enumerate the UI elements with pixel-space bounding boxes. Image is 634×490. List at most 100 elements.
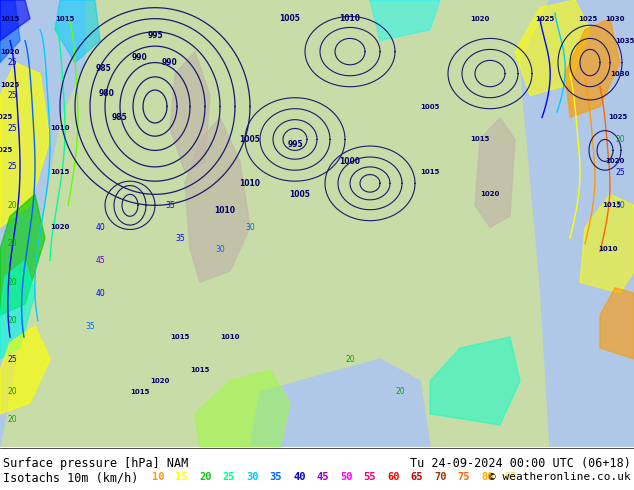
Text: 35: 35 — [175, 234, 185, 243]
Text: 30: 30 — [215, 245, 225, 254]
Text: 1020: 1020 — [605, 158, 624, 165]
Polygon shape — [370, 0, 440, 41]
Polygon shape — [0, 0, 30, 41]
Text: 1010: 1010 — [214, 206, 235, 215]
Text: 1005: 1005 — [240, 135, 261, 144]
Polygon shape — [0, 0, 85, 447]
Text: 25: 25 — [615, 168, 625, 177]
Text: Tu 24-09-2024 00:00 UTC (06+18): Tu 24-09-2024 00:00 UTC (06+18) — [410, 457, 631, 470]
Text: 985: 985 — [112, 113, 128, 122]
Text: 1015: 1015 — [0, 16, 20, 22]
Text: 985: 985 — [95, 64, 111, 73]
Text: 25: 25 — [223, 472, 235, 482]
Text: 1020: 1020 — [150, 378, 170, 384]
Text: 1020: 1020 — [0, 49, 20, 54]
Polygon shape — [170, 51, 210, 172]
Text: 1020: 1020 — [50, 224, 70, 230]
Polygon shape — [515, 0, 590, 96]
Text: 20: 20 — [7, 201, 17, 210]
Text: 45: 45 — [95, 256, 105, 265]
Polygon shape — [55, 0, 100, 63]
Text: 35: 35 — [269, 472, 282, 482]
Text: 1030: 1030 — [611, 71, 630, 76]
Text: 10: 10 — [152, 472, 164, 482]
Polygon shape — [0, 0, 20, 63]
Text: 30: 30 — [246, 472, 259, 482]
Text: 30: 30 — [615, 201, 625, 210]
Text: 25: 25 — [7, 162, 17, 171]
Text: 20: 20 — [7, 316, 17, 325]
Text: 1015: 1015 — [190, 367, 210, 373]
Text: 15: 15 — [176, 472, 188, 482]
Text: 80: 80 — [481, 472, 493, 482]
Text: 1030: 1030 — [605, 16, 624, 22]
Text: 35: 35 — [85, 321, 95, 331]
Polygon shape — [0, 63, 50, 227]
Text: 40: 40 — [95, 223, 105, 232]
Text: 1010: 1010 — [220, 334, 240, 340]
Text: 30: 30 — [245, 223, 255, 232]
Text: 20: 20 — [199, 472, 212, 482]
Text: 1025: 1025 — [0, 147, 13, 153]
Text: 1020: 1020 — [481, 191, 500, 197]
Text: 20: 20 — [395, 388, 405, 396]
Text: 1005: 1005 — [290, 190, 311, 199]
Text: 75: 75 — [458, 472, 470, 482]
Polygon shape — [565, 19, 620, 118]
Polygon shape — [475, 118, 515, 227]
Polygon shape — [185, 118, 250, 282]
Polygon shape — [0, 195, 45, 315]
Text: 25: 25 — [7, 355, 17, 364]
Text: 1010: 1010 — [339, 14, 361, 23]
Text: 1025: 1025 — [535, 16, 555, 22]
Text: 990: 990 — [132, 52, 148, 62]
Text: 1015: 1015 — [602, 202, 622, 208]
Text: 1025: 1025 — [609, 115, 628, 121]
Text: 1020: 1020 — [470, 16, 489, 22]
Text: 20: 20 — [7, 239, 17, 248]
Text: 20: 20 — [7, 388, 17, 396]
Polygon shape — [580, 195, 634, 293]
Text: 90: 90 — [528, 472, 541, 482]
Text: 40: 40 — [293, 472, 306, 482]
Text: 1035: 1035 — [616, 38, 634, 44]
Text: 1010: 1010 — [240, 179, 261, 188]
Text: 20: 20 — [7, 278, 17, 287]
Text: 1010: 1010 — [50, 125, 70, 131]
Text: 25: 25 — [7, 91, 17, 100]
Text: 65: 65 — [410, 472, 423, 482]
Text: 60: 60 — [387, 472, 399, 482]
Text: 1015: 1015 — [131, 389, 150, 395]
Polygon shape — [0, 260, 35, 359]
Text: Surface pressure [hPa] NAM: Surface pressure [hPa] NAM — [3, 457, 188, 470]
Text: 995: 995 — [147, 31, 163, 40]
Text: 70: 70 — [434, 472, 446, 482]
Text: 20: 20 — [345, 355, 355, 364]
Text: 55: 55 — [363, 472, 376, 482]
Text: 25: 25 — [7, 124, 17, 133]
Text: 20: 20 — [615, 135, 625, 144]
Text: 40: 40 — [95, 289, 105, 297]
Text: 1015: 1015 — [420, 170, 440, 175]
Text: © weatheronline.co.uk: © weatheronline.co.uk — [489, 472, 631, 482]
Polygon shape — [600, 288, 634, 359]
Text: 1010: 1010 — [598, 246, 618, 252]
Polygon shape — [0, 326, 50, 414]
Text: 85: 85 — [505, 472, 517, 482]
Text: 45: 45 — [316, 472, 329, 482]
Text: 990: 990 — [162, 58, 178, 67]
Text: 980: 980 — [99, 89, 115, 98]
Polygon shape — [195, 370, 290, 447]
Text: 1005: 1005 — [280, 14, 301, 23]
Text: 20: 20 — [7, 415, 17, 424]
Text: 1005: 1005 — [420, 103, 440, 109]
Text: 995: 995 — [287, 141, 303, 149]
Text: 1015: 1015 — [50, 170, 70, 175]
Text: 1015: 1015 — [55, 16, 75, 22]
Text: 1025: 1025 — [578, 16, 598, 22]
Polygon shape — [250, 359, 430, 447]
Text: 1025: 1025 — [1, 81, 20, 88]
Text: Isotachs 10m (km/h): Isotachs 10m (km/h) — [3, 472, 138, 485]
Text: 35: 35 — [165, 201, 175, 210]
Text: 1000: 1000 — [339, 157, 361, 166]
